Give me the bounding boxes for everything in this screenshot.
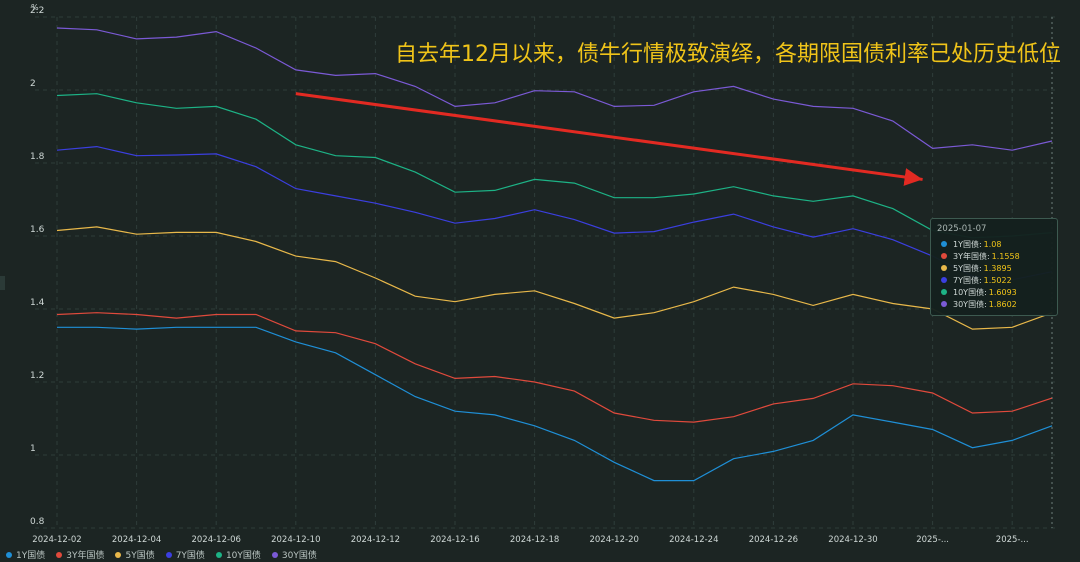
tooltip-series-name: 7Y国债: — [953, 275, 982, 285]
legend-label: 3Y年国债 — [66, 551, 105, 561]
tooltip-series-name: 5Y国债: — [953, 263, 982, 273]
tooltip-row: 7Y国债: 1.5022 — [937, 274, 1051, 286]
tooltip-row: 30Y国债: 1.8602 — [937, 298, 1051, 310]
series-dot-icon — [941, 265, 947, 271]
tooltip-series-value: 1.1558 — [991, 251, 1020, 261]
series-dot-icon — [941, 241, 947, 247]
tooltip-series-name: 1Y国债: — [953, 239, 982, 249]
y-tick-label: 1.6 — [30, 225, 45, 235]
legend-dot-icon — [115, 551, 122, 558]
tooltip-row: 10Y国债: 1.6093 — [937, 286, 1051, 298]
trend-arrow — [295, 92, 923, 186]
x-tick-label: 2024-12-12 — [351, 535, 400, 545]
series-dot-icon — [941, 301, 947, 307]
y-tick-label: 1.4 — [30, 298, 45, 308]
x-tick-label: 2024-12-18 — [510, 535, 559, 545]
y-axis-unit: % — [31, 3, 39, 12]
y-tick-label: 2.2 — [30, 6, 44, 16]
tooltip-series-value: 1.5022 — [983, 275, 1012, 285]
series-dot-icon — [941, 277, 947, 283]
x-tick-label: 2024-12-20 — [589, 535, 638, 545]
tooltip-series-value: 1.08 — [983, 239, 1002, 249]
legend-label: 10Y国债 — [225, 551, 261, 561]
legend-dot-icon — [56, 551, 63, 558]
legend-item[interactable]: 5Y国债 — [115, 548, 155, 561]
legend-item[interactable]: 1Y国债 — [6, 548, 45, 561]
series-dot-icon — [941, 289, 947, 295]
series-line — [56, 27, 1053, 151]
legend-dot-icon — [271, 551, 278, 558]
y-tick-label: 0.8 — [30, 517, 45, 527]
x-tick-label: 2024-12-06 — [191, 535, 240, 545]
series-dot-icon — [941, 253, 947, 259]
chart-legend: 1Y国债 3Y年国债 5Y国债 7Y国债 10Y国债 30Y国债 — [6, 548, 328, 561]
x-tick-label: 2024-12-04 — [112, 535, 161, 545]
x-tick-label: 2024-12-16 — [430, 535, 479, 545]
x-tick-label: 2025-... — [916, 535, 949, 545]
legend-label: 1Y国债 — [16, 551, 46, 561]
legend-item[interactable]: 30Y国债 — [271, 548, 317, 561]
tooltip-row: 5Y国债: 1.3895 — [937, 262, 1051, 274]
tooltip-series-name: 10Y国债: — [953, 287, 987, 297]
tooltip-row: 1Y国债: 1.08 — [937, 238, 1051, 250]
series-line — [56, 145, 1053, 281]
legend-dot-icon — [215, 551, 222, 558]
data-tooltip: 2025-01-07 1Y国债: 1.08 3Y年国债: 1.1558 5Y国债: 1.3… — [930, 218, 1058, 316]
y-tick-label: 2 — [30, 79, 36, 89]
x-tick-label: 2024-12-24 — [669, 535, 718, 545]
x-tick-label: 2024-12-30 — [828, 535, 877, 545]
x-tick-label: 2024-12-26 — [749, 535, 798, 545]
y-tick-label: 1.2 — [30, 371, 44, 381]
series-line — [56, 226, 1053, 330]
x-tick-label: 2024-12-02 — [32, 535, 81, 545]
legend-label: 7Y国债 — [175, 551, 205, 561]
legend-dot-icon — [6, 551, 12, 558]
side-panel-handle[interactable] — [0, 276, 5, 290]
tooltip-series-value: 1.6093 — [988, 287, 1017, 297]
tooltip-row: 3Y年国债: 1.1558 — [937, 250, 1051, 262]
legend-item[interactable]: 7Y国债 — [165, 548, 205, 561]
series-line — [57, 326, 1053, 482]
series-line — [56, 93, 1053, 239]
series-line — [56, 312, 1053, 423]
tooltip-series-name: 3Y年国债: — [953, 251, 990, 261]
x-tick-label: 2024-12-10 — [271, 535, 320, 545]
legend-item[interactable]: 3Y年国债 — [56, 548, 104, 561]
legend-dot-icon — [165, 551, 172, 558]
tooltip-date: 2025-01-07 — [937, 224, 987, 234]
tooltip-series-value: 1.8602 — [988, 299, 1017, 309]
y-tick-label: 1 — [30, 444, 36, 454]
tooltip-series-name: 30Y国债: — [953, 299, 987, 309]
chart-headline: 自去年12月以来，债牛行情极致演绎，各期限国债利率已处历史低位 — [395, 42, 1061, 67]
tooltip-series-value: 1.3895 — [983, 263, 1012, 273]
legend-label: 30Y国债 — [281, 551, 317, 561]
x-tick-label: 2025-... — [996, 535, 1029, 545]
legend-item[interactable]: 10Y国债 — [215, 548, 261, 561]
legend-label: 5Y国债 — [125, 551, 155, 561]
y-tick-label: 1.8 — [30, 152, 45, 162]
